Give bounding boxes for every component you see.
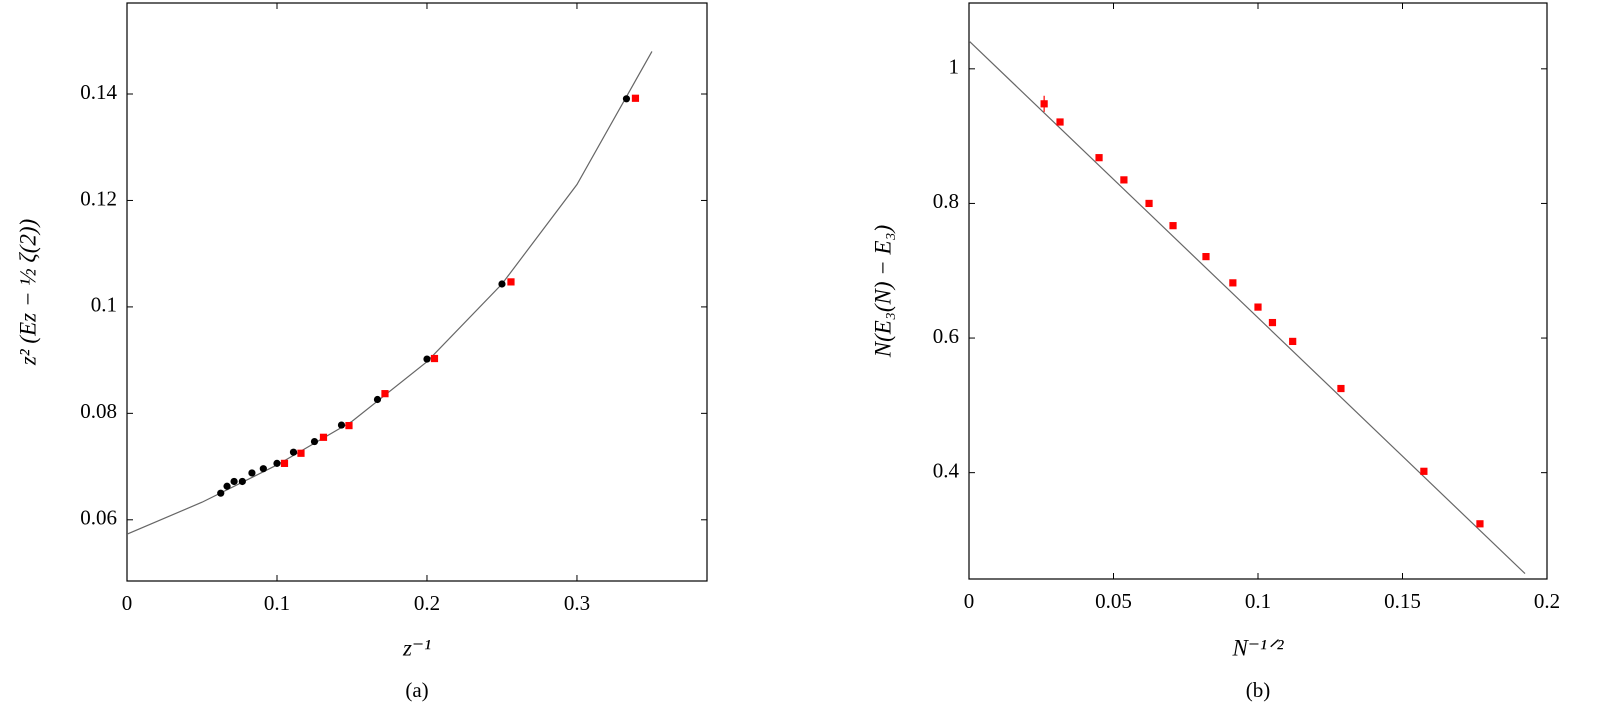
y-tick-label: 1 xyxy=(949,55,960,79)
data-point xyxy=(1169,222,1177,230)
fit-curve xyxy=(969,40,1526,575)
data-point xyxy=(1056,118,1064,126)
data-point xyxy=(273,459,281,467)
y-tick-label: 0.4 xyxy=(933,458,960,482)
y-tick-label: 0.8 xyxy=(933,189,959,213)
x-tick-label: 0.2 xyxy=(1534,589,1560,613)
x-tick-label: 0.05 xyxy=(1095,589,1132,613)
y-tick-label: 0.6 xyxy=(933,324,959,348)
data-point xyxy=(381,390,389,398)
x-tick-label: 0 xyxy=(964,589,975,613)
plot-area xyxy=(127,51,653,535)
data-point xyxy=(1268,318,1277,327)
data-point xyxy=(1040,100,1048,108)
data-point xyxy=(423,355,431,363)
data-point xyxy=(297,449,305,457)
data-point xyxy=(622,95,631,103)
y-axis-label: N(E₃(N) − E₃) xyxy=(870,225,895,358)
plot-area xyxy=(969,40,1526,575)
data-point xyxy=(230,477,238,486)
x-axis-label: N⁻¹ᐟ² xyxy=(1231,635,1284,660)
data-point xyxy=(373,395,382,404)
data-point xyxy=(1420,467,1428,475)
data-point xyxy=(1254,303,1262,311)
y-tick-label: 0.08 xyxy=(80,399,117,423)
data-point xyxy=(1229,279,1237,287)
data-point xyxy=(1337,384,1345,393)
fit-curve xyxy=(127,51,653,535)
data-point xyxy=(248,469,256,477)
data-point xyxy=(1289,337,1297,346)
y-axis-label: z² (Eᴢ − ½ ζ(2)) xyxy=(15,219,40,366)
x-tick-label: 0.15 xyxy=(1384,589,1421,613)
data-point xyxy=(217,489,225,497)
caption: (a) xyxy=(405,678,428,702)
data-point xyxy=(238,477,246,486)
plot-frame xyxy=(126,2,708,582)
data-point xyxy=(498,280,506,288)
x-tick-label: 0 xyxy=(122,591,133,615)
data-point xyxy=(1202,253,1210,261)
data-point xyxy=(259,465,267,473)
data-point xyxy=(289,448,298,456)
x-axis-label: z⁻¹ xyxy=(402,635,431,660)
y-tick-label: 0.1 xyxy=(91,293,117,317)
y-tick-label: 0.06 xyxy=(80,506,117,530)
data-point xyxy=(223,482,231,490)
y-tick-label: 0.12 xyxy=(80,186,117,210)
x-tick-label: 0.1 xyxy=(264,591,290,615)
data-point xyxy=(319,433,328,441)
caption: (b) xyxy=(1246,678,1271,702)
x-tick-label: 0.2 xyxy=(414,591,440,615)
data-point xyxy=(1120,176,1128,184)
plot-frame xyxy=(968,2,1548,580)
data-point xyxy=(345,421,353,430)
data-point xyxy=(280,459,289,467)
data-point xyxy=(1476,520,1484,528)
data-point xyxy=(507,278,515,286)
y-tick-label: 0.14 xyxy=(80,80,117,104)
x-tick-label: 0.1 xyxy=(1245,589,1271,613)
data-point xyxy=(1095,154,1103,162)
data-point xyxy=(430,354,439,363)
data-point xyxy=(631,94,640,102)
data-point xyxy=(337,421,346,429)
x-tick-label: 0.3 xyxy=(564,591,590,615)
data-point xyxy=(310,437,319,446)
data-point xyxy=(1145,199,1153,208)
